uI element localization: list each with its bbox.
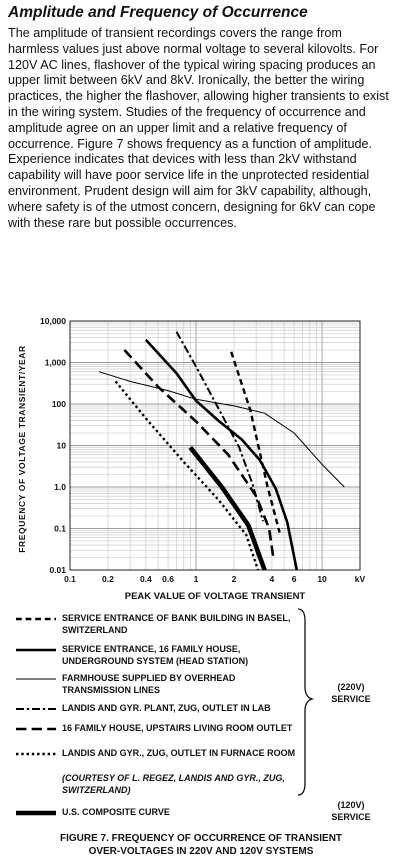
y-tick-label: 1,000 <box>45 358 67 368</box>
x-unit-label: kV <box>355 574 366 584</box>
series-line-2 <box>144 339 299 570</box>
y-tick-label: 1.0 <box>54 482 66 492</box>
legend-swatch <box>16 708 56 710</box>
legend-label: SERVICE ENTRANCE OF BANK BUILDING IN BAS… <box>62 613 291 635</box>
legend-swatch <box>16 648 56 652</box>
chart-series <box>98 331 345 570</box>
chart-grid <box>69 320 361 571</box>
x-tick-label: 6 <box>292 574 297 584</box>
legend-swatch <box>16 752 56 756</box>
x-tick-label: 4 <box>270 574 275 584</box>
x-tick-label: 1 <box>194 574 199 584</box>
figure-caption: FIGURE 7. FREQUENCY OF OCCURRENCE OF TRA… <box>6 832 396 858</box>
x-tick-label: 2 <box>232 574 237 584</box>
x-tick-label: 0.4 <box>140 574 152 584</box>
service-120-label: (120V) SERVICE <box>316 799 386 823</box>
y-tick-label: 10 <box>57 441 67 451</box>
service-220-word: SERVICE <box>331 694 371 704</box>
series-line-5 <box>123 349 275 558</box>
legend-label: 16 FAMILY HOUSE, UPSTAIRS LIVING ROOM OU… <box>62 723 293 733</box>
figure-caption-line-2: OVER-VOLTAGES IN 220V AND 120V SYSTEMS <box>88 846 314 857</box>
service-220-voltage: (220V) <box>337 682 365 692</box>
service-120-voltage: (120V) <box>337 800 365 810</box>
legend-swatch <box>16 727 56 731</box>
series-line-7 <box>188 445 267 570</box>
figure-credit: (COURTESY OF L. REGEZ, LANDIS AND GYR., … <box>62 773 285 795</box>
y-axis-title: FREQUENCY OF VOLTAGE TRANSIENT/YEAR <box>17 345 27 553</box>
y-tick-label: 0.1 <box>54 524 66 534</box>
legend-label: LANDIS AND GYR., ZUG, OUTLET IN FURNACE … <box>62 748 296 758</box>
figure-caption-line-1: FIGURE 7. FREQUENCY OF OCCURRENCE OF TRA… <box>59 833 343 844</box>
x-tick-label: 10 <box>317 574 327 584</box>
x-tick-label: 0.6 <box>162 574 174 584</box>
service-220-label: (220V) SERVICE <box>316 681 386 705</box>
legend-label: FARMHOUSE SUPPLIED BY OVERHEAD TRANSMISS… <box>62 673 236 695</box>
legend-swatch <box>16 617 56 621</box>
y-tick-label: 10,000 <box>40 316 66 326</box>
series-line-3 <box>98 371 345 488</box>
plot-frame <box>69 320 361 571</box>
legend-swatch <box>16 810 56 816</box>
legend-label: SERVICE ENTRANCE, 16 FAMILY HOUSE, UNDER… <box>62 644 249 666</box>
series-line-4 <box>175 331 264 522</box>
service-120-word: SERVICE <box>331 812 371 822</box>
frequency-chart: 0.1 0.2 0.4 0.6 1 2 4 6 10 kV0.010.11.0101001,000… <box>40 316 366 584</box>
y-tick-label: 100 <box>52 399 66 409</box>
chart-ticks: 0.1 0.2 0.4 0.6 1 2 4 6 10 kV0.010.11.0101001,000… <box>40 316 366 584</box>
legend-label: LANDIS AND GYR. PLANT, ZUG, OUTLET IN LA… <box>62 703 271 713</box>
x-tick-label: 0.2 <box>102 574 114 584</box>
legend-label: U.S. COMPOSITE CURVE <box>62 807 170 817</box>
y-tick-label: 0.01 <box>49 565 66 575</box>
section-title: Amplitude and Frequency of Occurrence <box>8 4 308 21</box>
series-line-6 <box>114 380 260 570</box>
x-tick-label: 0.1 <box>64 574 76 584</box>
body-paragraph: The amplitude of transient recordings co… <box>8 26 389 230</box>
legend-brace <box>297 608 314 796</box>
series-line-1 <box>230 351 281 533</box>
x-axis-title: PEAK VALUE OF VOLTAGE TRANSIENT <box>124 591 306 602</box>
legend-swatch <box>16 678 56 680</box>
